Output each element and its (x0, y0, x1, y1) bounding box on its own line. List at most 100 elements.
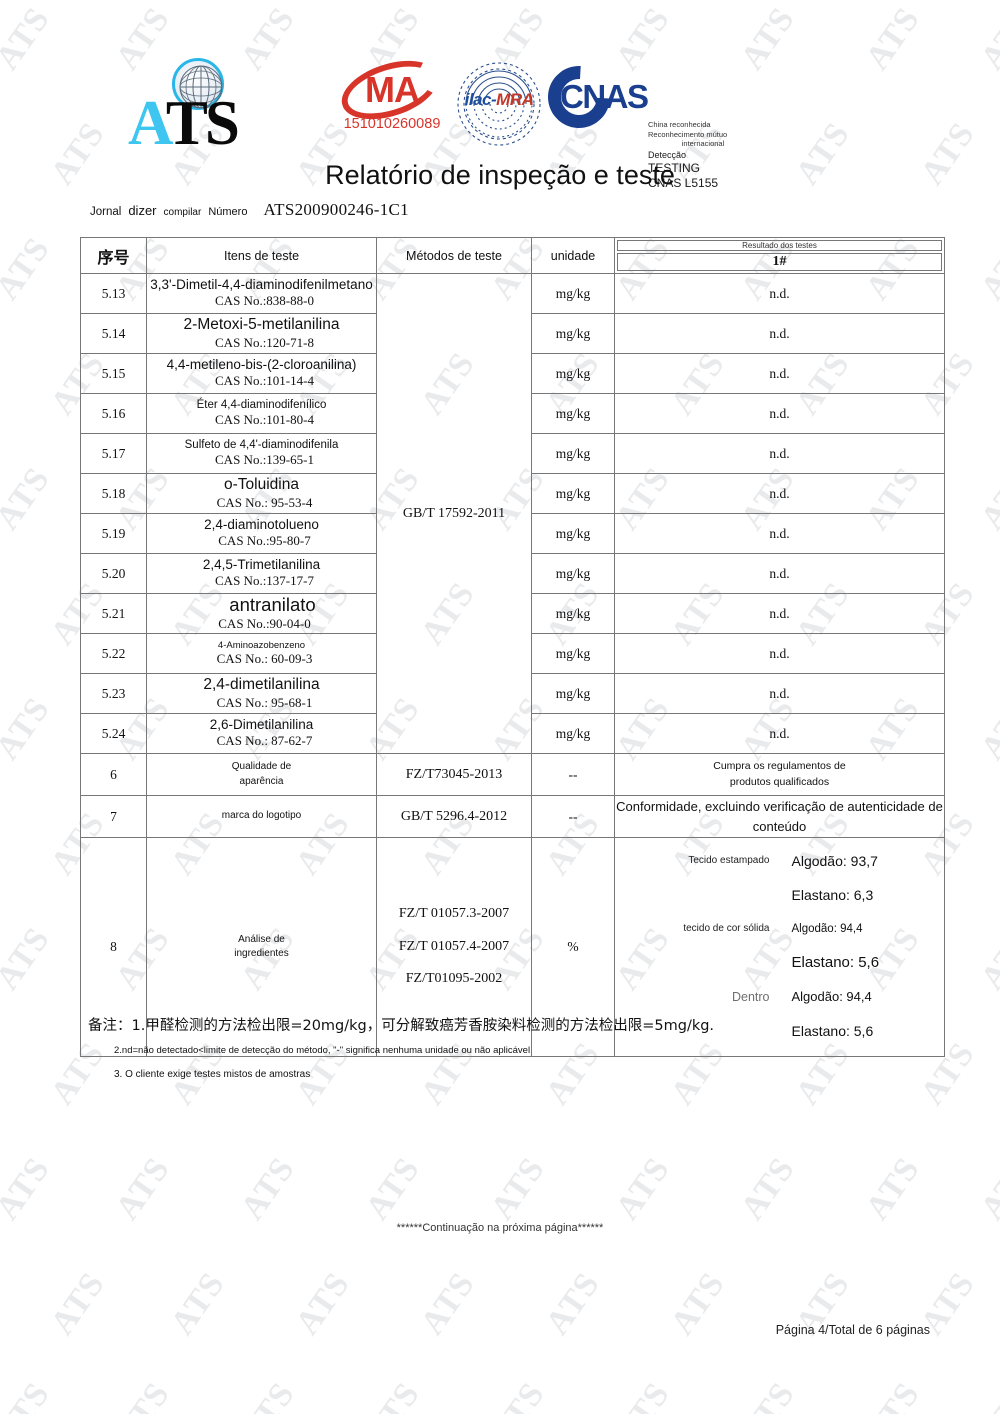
test-item-cas: CAS No.: 60-09-3 (216, 650, 313, 666)
table-header-row: 序号 Itens de teste Métodos de teste unida… (80, 237, 945, 274)
ilac-text-part1: ilac- (464, 90, 497, 109)
row-number: 5.18 (80, 473, 147, 514)
row-number: 5.19 (80, 513, 147, 554)
header-result-sample: 1# (617, 253, 942, 271)
row-method: FZ/T73045-2013 (376, 753, 532, 796)
globe-icon (172, 58, 224, 110)
test-item-name: 2,4,5-Trimetilanilina (202, 557, 321, 573)
row-item-cell: marca do logotipo (146, 795, 377, 838)
row-result: n.d. (614, 313, 945, 354)
test-results-table: 序号 Itens de teste Métodos de teste unida… (80, 237, 945, 1057)
composition-label: tecido de cor sólida (683, 923, 770, 934)
row-unit: mg/kg (531, 273, 615, 314)
row-item-cell: 2,4-dimetilanilina CAS No.: 95-68-1 (146, 673, 377, 714)
table-row: 5.23 2,4-dimetilanilina CAS No.: 95-68-1 mg… (80, 673, 945, 714)
test-item-name: 2,4-dimetilanilina (203, 676, 320, 694)
row-result: n.d. (614, 393, 945, 434)
ma-logo-text: MA (365, 69, 420, 110)
test-item-cas: CAS No.: 87-62-7 (216, 733, 313, 749)
row-unit: mg/kg (531, 353, 615, 394)
test-item-name: 4-Aminoazobenzeno (217, 639, 306, 651)
cnas-accreditation-text: China reconhecida Reconhecimento mútuo i… (648, 120, 758, 191)
test-item-cas: CAS No.:137-17-7 (215, 573, 314, 589)
ilac-text-part2: MRA (496, 90, 534, 109)
test-item-name: Sulfeto de 4,4'-diaminodifenila (184, 438, 339, 451)
row-item-cell: Análise de ingredientes (146, 837, 377, 1057)
row-result: n.d. (614, 713, 945, 754)
table-row: 5.21 antranilato CAS No.:90-04-0 mg/kg n.d. (80, 593, 945, 634)
row-item-cell: 2,6-Dimetilanilina CAS No.: 87-62-7 (146, 713, 377, 754)
cnas-side-line4: Detecção (648, 149, 687, 160)
row-item-cell: Qualidade de aparência (146, 753, 377, 796)
test-item-cas: CAS No.:120-71-8 (215, 334, 314, 350)
test-item-name-line1: Análise de (238, 933, 285, 945)
ats-logo-text: ATS (128, 92, 240, 155)
row-method: GB/T 5296.4-2012 (376, 795, 532, 838)
table-row: 7 marca do logotipo GB/T 5296.4-2012 -- Conf… (80, 795, 945, 838)
document-header: ATS MA 151010260089 (0, 49, 1000, 190)
row-result: n.d. (614, 473, 945, 514)
header-result-group: Resultado dos testes (617, 240, 942, 251)
notes-section: 备注：1.甲醛检测的方法检出限=20mg/kg，可分解致癌芳香胺染料检测的方法检… (88, 1016, 928, 1082)
row-number: 5.16 (80, 393, 147, 434)
row-number: 7 (80, 795, 147, 838)
row-result: n.d. (614, 513, 945, 554)
composition-label: Dentro (731, 990, 770, 1004)
row-number: 5.14 (80, 313, 147, 354)
test-item-cas: CAS No.:101-80-4 (215, 412, 314, 428)
composition-label: Tecido estampado (688, 855, 770, 866)
row-unit: mg/kg (531, 313, 615, 354)
cnas-side-line3: internacional (681, 139, 725, 148)
row-number: 5.13 (80, 273, 147, 314)
row-result: n.d. (614, 593, 945, 634)
cma-certificate-number: 151010260089 (343, 116, 441, 132)
row-unit: mg/kg (531, 593, 615, 634)
cma-logo: MA 151010260089 (334, 49, 448, 154)
row-item-cell: Éter 4,4-diaminodifenílico CAS No.:101-80… (146, 393, 377, 434)
table-row: 5.18 o-Toluidina CAS No.: 95-53-4 mg/kg n.d. (80, 473, 945, 514)
row-number: 5.17 (80, 433, 147, 474)
test-item-name-line1: Qualidade de (231, 761, 292, 772)
row-result: n.d. (614, 353, 945, 394)
row-unit: mg/kg (531, 673, 615, 714)
row-unit: -- (531, 753, 615, 796)
test-item-cas: CAS No.:90-04-0 (218, 616, 311, 632)
row-unit: -- (531, 795, 615, 838)
ats-logo: ATS (128, 58, 278, 158)
row-method: GB/T 17592-2011 (376, 273, 532, 754)
cnas-side-line6: CNAS L5155 (648, 175, 719, 190)
row-item-cell: Sulfeto de 4,4'-diaminodifenila CAS No.:1… (146, 433, 377, 474)
row-method-line2: FZ/T 01057.4-2007 (398, 938, 510, 954)
note-line-2: 2.nd=não detectado<limite de detecção do… (114, 1044, 531, 1056)
row-number: 5.20 (80, 553, 147, 594)
report-label-jornal: Jornal (90, 206, 122, 218)
row-number: 6 (80, 753, 147, 796)
row-unit: % (531, 837, 615, 1057)
row-number: 5.21 (80, 593, 147, 634)
cnas-side-line1: China reconhecida (648, 120, 711, 129)
header-result: Resultado dos testes 1# (614, 237, 945, 274)
table-row: 5.24 2,6-Dimetilanilina CAS No.: 87-62-7 mg… (80, 713, 945, 754)
test-item-cas: CAS No.:101-14-4 (215, 373, 314, 389)
cnas-logo-text: CNAS (560, 78, 649, 115)
ats-letters-ts: TS (165, 88, 240, 158)
report-number-value: ATS200900246-1C1 (263, 200, 409, 219)
test-item-name: 4,4-metileno-bis-(2-cloroanilina) (166, 357, 357, 373)
row-number: 8 (80, 837, 147, 1057)
note-line-1: 备注：1.甲醛检测的方法检出限=20mg/kg，可分解致癌芳香胺染料检测的方法检… (88, 1018, 715, 1034)
row-unit: mg/kg (531, 393, 615, 434)
test-item-name: 2,4-diaminotolueno (204, 517, 319, 533)
table-body: 5.13 3,3'-Dimetil-4,4-diaminodifenilmetan… (80, 273, 945, 1057)
table-row: 5.15 4,4-metileno-bis-(2-cloroanilina) CAS… (80, 353, 945, 394)
test-item-cas: CAS No.:95-80-7 (218, 533, 311, 549)
result-header-subtable: Resultado dos testes 1# (615, 238, 944, 273)
row-result: Cumpra os regulamentos de produtos qualif… (614, 753, 945, 796)
composition-value: Algodão: 94,4 (791, 923, 863, 935)
row-unit: mg/kg (531, 633, 615, 674)
row-number: 5.23 (80, 673, 147, 714)
table-row: 8 Análise de ingredientes FZ/T 01057.3-2007… (80, 837, 945, 1057)
row-method-line3: FZ/T01095-2002 (405, 971, 503, 987)
test-item-cas: CAS No.: 95-68-1 (216, 694, 313, 710)
note-line-3: 3. O cliente exige testes mistos de amos… (114, 1069, 311, 1080)
